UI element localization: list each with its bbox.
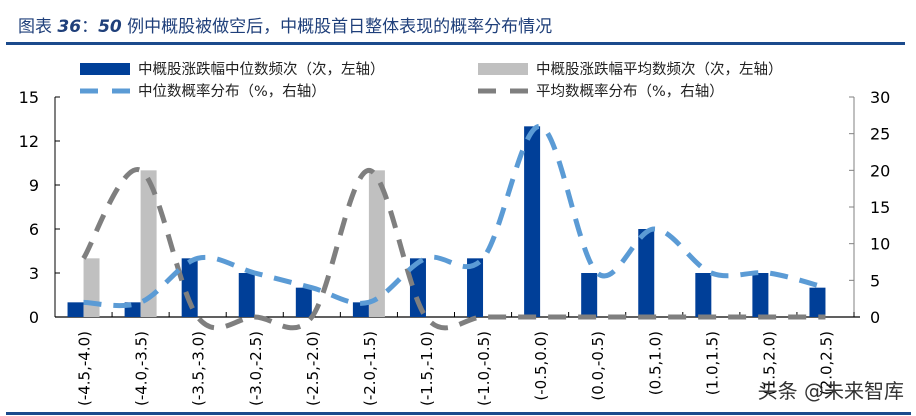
right-axis-label: 30 [870, 88, 890, 107]
x-axis-label: (2.0,2.5) [817, 331, 835, 395]
title-prefix: 图表 [18, 17, 58, 37]
x-axis-label: (1.5,2.0) [760, 331, 778, 395]
x-axis-label: (-1.0,-0.5) [475, 331, 493, 406]
bar-median [524, 126, 541, 317]
x-axis-label: (1.0,1.5) [703, 331, 721, 395]
bar-median [409, 258, 426, 317]
sample-count: 50 [98, 17, 122, 37]
bar-average [368, 170, 385, 317]
legend-swatch-average-bar [478, 62, 528, 75]
right-axis-label: 25 [870, 125, 890, 144]
legend-average-line: 平均数概率分布（%，右轴） [478, 80, 724, 101]
median-probability-line [83, 123, 827, 309]
bar-median [181, 258, 198, 317]
bar-median [352, 302, 369, 317]
left-axis-label: 12 [19, 132, 39, 151]
watermark: 头条 @未来智库 [757, 379, 904, 403]
bar-median [752, 273, 769, 317]
left-axis-label: 6 [29, 220, 39, 239]
legend-median-line: 中位数概率分布（%，右轴） [80, 80, 326, 101]
left-axis-label: 9 [29, 176, 39, 195]
x-axis-label: (0.0,-0.5) [589, 331, 607, 401]
bar-median [467, 258, 484, 317]
legend-average-bar: 中概股涨跌幅平均数频次（次，左轴） [478, 58, 783, 79]
legend-label: 中位数概率分布（%，右轴） [138, 84, 326, 100]
chart-title: 图表 36：50 例中概股被做空后，中概股首日整体表现的概率分布情况 [18, 12, 552, 37]
bar-average [83, 258, 100, 317]
right-axis-label: 15 [870, 198, 890, 217]
bar-average [140, 170, 157, 317]
bar-median [67, 302, 84, 317]
right-axis-label: 0 [870, 308, 880, 327]
bar-median [581, 273, 598, 317]
x-axis-label: (-1.5,-1.0) [418, 331, 436, 406]
title-colon: ： [81, 17, 99, 37]
legend-swatch-median-line [80, 88, 130, 93]
x-axis-label: (0.5,1.0) [646, 331, 664, 395]
title-divider [6, 42, 905, 45]
x-axis-label: (-3.5,-3.0) [190, 331, 208, 406]
average-probability-line [81, 167, 826, 331]
x-axis-label: (-2.0,-1.5) [361, 331, 379, 406]
left-axis-label: 15 [19, 88, 39, 107]
x-axis-label: (-2.5,-2.0) [304, 331, 322, 406]
left-axis-label: 3 [29, 264, 39, 283]
bottom-divider [6, 412, 911, 415]
x-axis-label: (-3.0,-2.5) [247, 331, 265, 406]
left-axis-label: 0 [29, 308, 39, 327]
bar-median [809, 287, 826, 317]
legend-swatch-median-bar [80, 62, 130, 75]
legend-label: 中概股涨跌幅平均数频次（次，左轴） [536, 62, 783, 78]
figure-number: 36 [57, 17, 82, 37]
x-axis-label: (-0.5,0.0) [532, 331, 550, 401]
x-axis-label: (-4.5,-4.0) [76, 331, 94, 406]
bar-median [238, 273, 255, 317]
bar-median [638, 229, 655, 317]
x-axis-label: (-4.0,-3.5) [133, 331, 151, 406]
right-axis-label: 10 [870, 235, 890, 254]
legend-label: 平均数概率分布（%，右轴） [536, 84, 724, 100]
bar-median [295, 287, 312, 317]
title-text: 例中概股被做空后，中概股首日整体表现的概率分布情况 [121, 17, 553, 37]
legend-swatch-average-line [478, 88, 528, 93]
right-axis-label: 5 [870, 271, 880, 290]
right-axis-label: 20 [870, 161, 890, 180]
legend-median-bar: 中概股涨跌幅中位数频次（次，左轴） [80, 58, 385, 79]
bar-median [695, 273, 712, 317]
legend-label: 中概股涨跌幅中位数频次（次，左轴） [138, 62, 385, 78]
